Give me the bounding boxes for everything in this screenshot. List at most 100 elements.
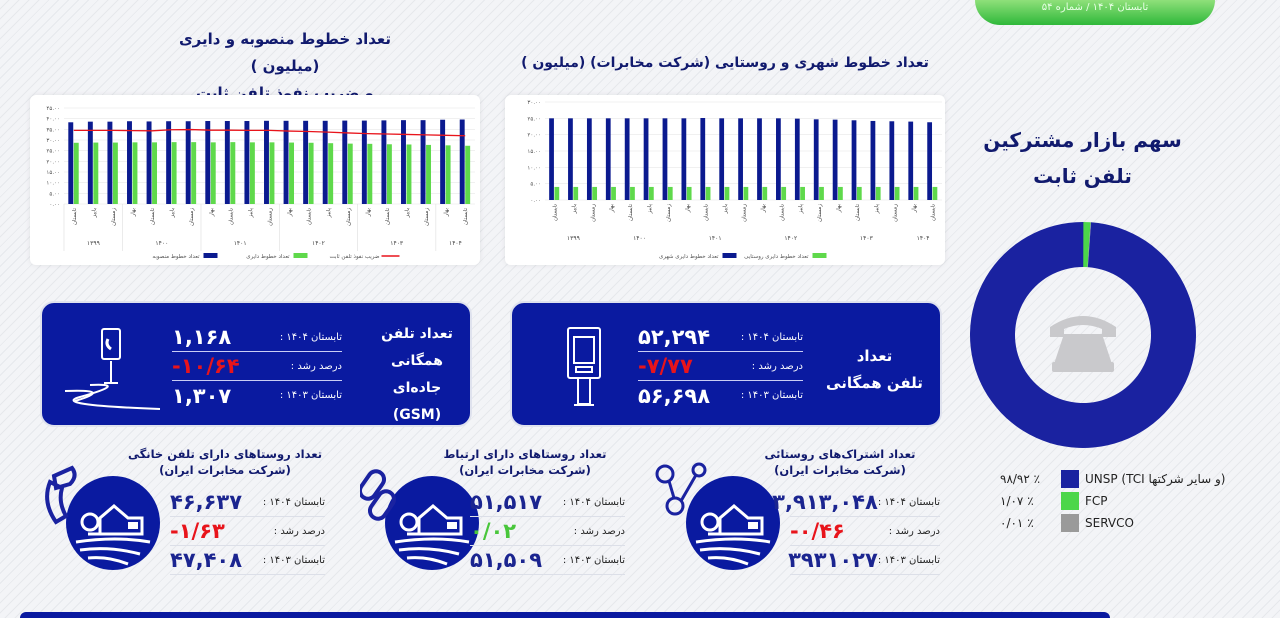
stat-row: تابستان ۱۴۰۴ : ۴۶,۶۳۷: [170, 488, 325, 517]
year-group-label: ۱۴۰۰: [155, 240, 168, 247]
year-group-label: ۱۴۰۱: [709, 235, 722, 242]
x-tick-label: بهار: [444, 208, 450, 218]
y-tick-label: ۲۰.۰۰: [46, 159, 60, 165]
stat-value: ۵۱,۵۱۷: [470, 490, 543, 514]
bar: [662, 118, 668, 200]
stat-value: ۵۲,۲۹۴: [638, 325, 711, 349]
village-house-icon: [66, 476, 160, 570]
item-stats: تابستان ۱۴۰۴ :۴۶,۶۳۷ درصد رشد : -۱/۶۳ تابست…: [170, 488, 325, 575]
x-tick-label: تابستان: [931, 204, 937, 221]
legend-value: ۱/۰۷ ٪: [1000, 494, 1034, 508]
stat-label: درصد رشد :: [573, 525, 625, 537]
stat-row: تابستان ۱۴۰۳ : ۴۷,۴۰۸: [170, 546, 325, 575]
public-title-line: تعداد: [856, 347, 893, 365]
bar: [856, 186, 862, 200]
item-title: تعداد روستاهای دارای تلفن خانگی (شرکت مخ…: [125, 446, 325, 478]
bar: [68, 122, 74, 204]
stat-row: تابستان ۱۴۰۴ : ۵۱,۵۱۷: [470, 488, 625, 517]
stat-row-previous: تابستان ۱۴۰۳ : ۵۶,۶۹۸: [638, 381, 803, 410]
market-share-title: سهم بازار مشترکین تلفن ثابت: [975, 122, 1190, 194]
bar: [367, 143, 373, 204]
growth-value: -۱۰/۶۴: [172, 354, 240, 378]
line-series: [73, 128, 466, 137]
public-phone-card: تعداد تلفن همگانی تابستان ۱۴۰۴ : ۵۲,۲۹۴ د…: [510, 301, 942, 427]
x-tick-label: تابستان: [855, 204, 861, 221]
stat-label: درصد رشد :: [290, 360, 342, 372]
legend-label: تعداد خطوط دایری شهری: [659, 254, 719, 260]
x-tick-label: تابستان: [307, 208, 313, 225]
stat-label: تابستان ۱۴۰۳ :: [279, 390, 342, 401]
x-tick-label: بهار: [685, 204, 691, 214]
stat-value: ۵۶,۶۹۸: [638, 383, 711, 408]
stat-label: تابستان ۱۴۰۴ :: [279, 331, 342, 343]
gsm-title-line: تعداد تلفن: [381, 326, 453, 342]
legend-label: FCP: [1085, 494, 1108, 508]
issue-banner: تابستان ۱۴۰۴ / شماره ۵۴: [975, 0, 1215, 25]
bar: [592, 186, 598, 200]
bar: [210, 142, 216, 204]
y-tick-label: ۴۰.۰۰: [46, 117, 60, 123]
year-group-label: ۱۴۰۴: [449, 240, 462, 247]
legend-swatch: [1061, 470, 1079, 488]
bar: [794, 118, 800, 200]
right-chart: ۰.۰۰ ۵.۰۰ ۱۰.۰۰ ۱۵.۰۰ ۲۰.۰۰ ۲۵.۰۰ ۳۰.۰۰ تابستان…: [527, 100, 942, 260]
growth-value: -۷/۷۷: [638, 354, 693, 378]
bar: [112, 142, 118, 204]
bar: [420, 120, 426, 204]
x-tick-label: تابستان: [552, 204, 558, 221]
telephone-icon: [1050, 316, 1116, 372]
legend-item: ۰/۰۱ ٪ SERVCO: [1000, 512, 1245, 534]
stat-label: تابستان ۱۴۰۳ :: [740, 390, 803, 401]
y-tick-label: ۰.۰۰: [49, 202, 60, 208]
stat-label: تابستان ۱۴۰۴ :: [562, 496, 625, 508]
growth-value: -۱/۶۳: [170, 519, 225, 543]
stat-label: درصد رشد :: [273, 525, 325, 537]
x-tick-label: تابستان: [463, 208, 469, 225]
left-chart-title-line1: تعداد خطوط منصوبه و دایری (میلیون ): [178, 30, 392, 75]
bar: [93, 142, 99, 204]
bar: [927, 122, 933, 200]
bar: [738, 118, 743, 200]
x-tick-label: زمستان: [111, 208, 117, 226]
village-house-icon: [686, 476, 780, 570]
x-tick-label: زمستان: [893, 204, 899, 222]
stat-row-current: تابستان ۱۴۰۴ : ۵۲,۲۹۴: [638, 323, 803, 352]
stat-value: ۱,۳۰۷: [172, 383, 232, 408]
bar: [386, 144, 392, 204]
x-tick-label: بهار: [836, 204, 842, 214]
y-tick-label: ۳۰.۰۰: [46, 138, 60, 144]
x-tick-label: زمستان: [346, 208, 352, 226]
bar: [244, 121, 250, 204]
stat-value: ۳۹۳۱۰۲۷: [788, 548, 878, 572]
x-tick-label: پاییز: [170, 208, 176, 219]
y-tick-label: ۲۰.۰۰: [527, 133, 541, 139]
legend-value: ۰/۰۱ ٪: [1000, 516, 1034, 530]
legend-label: SERVCO: [1085, 516, 1134, 530]
bar: [851, 120, 857, 200]
bar: [465, 145, 471, 204]
bar: [832, 119, 838, 200]
legend-item: ۱/۰۷ ٪ FCP: [1000, 490, 1245, 512]
gsm-card-title: تعداد تلفن همگانی جاده‌ای (GSM): [367, 321, 467, 429]
bar: [781, 186, 787, 200]
bar: [107, 121, 113, 204]
stat-label: تابستان ۱۴۰۳ :: [562, 554, 625, 566]
bar: [913, 186, 919, 200]
y-tick-label: ۲۵.۰۰: [527, 116, 541, 122]
item-title-line: تعداد روستاهای دارای ارتباط: [443, 447, 607, 461]
bar: [667, 186, 673, 200]
x-tick-label: تابستان: [628, 204, 634, 221]
bar: [549, 118, 554, 200]
donut-slice: [970, 222, 1196, 448]
year-group-label: ۱۴۰۰: [633, 235, 646, 242]
stat-label: تابستان ۱۴۰۴ :: [262, 496, 325, 508]
bar: [870, 120, 876, 200]
x-tick-label: بهار: [131, 208, 137, 218]
roadside-phone-icon: [64, 328, 161, 410]
bar: [230, 142, 236, 204]
bar: [724, 186, 730, 200]
bar: [648, 186, 654, 200]
bar: [406, 144, 412, 204]
item-title: تعداد روستاهای دارای ارتباط (شرکت مخابرا…: [425, 446, 625, 478]
bar: [152, 142, 158, 204]
